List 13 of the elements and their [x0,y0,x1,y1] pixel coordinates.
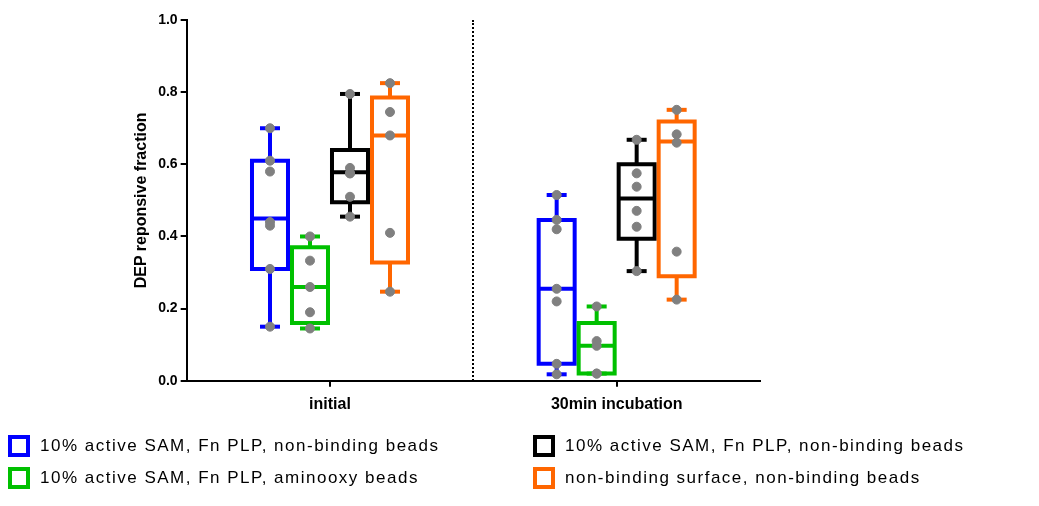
x-tick-label: initial [309,394,351,412]
y-tick-label: 0.0 [158,371,178,388]
y-tick-label: 0.2 [158,299,178,316]
x-tick-label: 30min incubation [550,394,683,412]
y-tick-label: 0.8 [158,83,178,100]
legend-label: 10% active SAM, Fn PLP, non-binding beads [40,436,440,456]
legend-label: 10% active SAM, Fn PLP, aminooxy beads [40,468,419,488]
legend-label: 10% active SAM, Fn PLP, non-binding beads [565,436,965,456]
legend-label: non-binding surface, non-binding beads [565,468,921,488]
y-tick-label: 0.4 [158,227,178,244]
y-tick-label: 0.6 [158,155,178,172]
y-axis-title: DEP reponsive fraction [132,112,150,289]
y-tick-label: 1.0 [158,10,178,27]
